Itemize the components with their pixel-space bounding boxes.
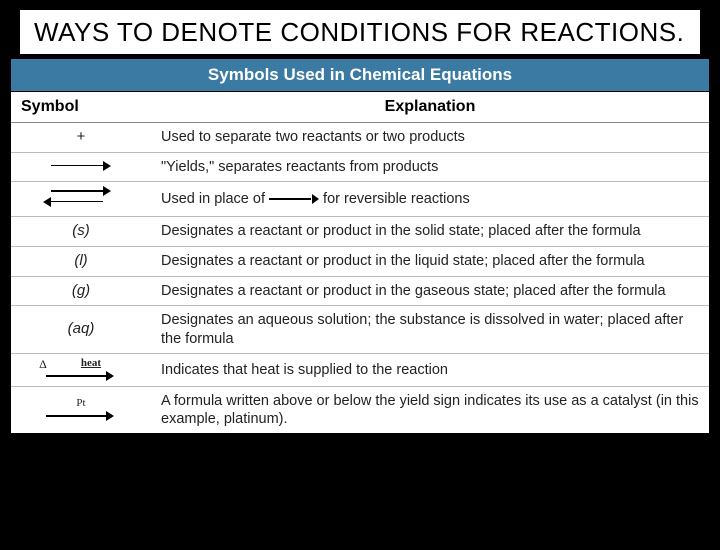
symbol-cell: (s): [11, 217, 151, 247]
table-row: "Yields," separates reactants from produ…: [11, 152, 709, 182]
title-box: WAYS TO DENOTE CONDITIONS FOR REACTIONS.: [20, 10, 700, 54]
table-row: Pt A formula written above or below the y…: [11, 386, 709, 433]
explanation-text: A formula written above or below the yie…: [161, 393, 699, 427]
explanation-cell: Used to separate two reactants or two pr…: [151, 122, 709, 152]
symbol-cell: [11, 182, 151, 217]
heat-label: heat: [66, 357, 116, 371]
table-row: (s) Designates a reactant or product in t…: [11, 217, 709, 247]
header-explanation: Explanation: [151, 92, 709, 123]
symbol-cell: (aq): [11, 306, 151, 353]
explanation-text: Designates a reactant or product in the …: [161, 253, 645, 269]
table-row: + Used to separate two reactants or two p…: [11, 122, 709, 152]
symbol-text: (g): [72, 282, 90, 299]
explanation-text: Designates an aqueous solution; the subs…: [161, 312, 683, 346]
explanation-text: Designates a reactant or product in the …: [161, 223, 641, 239]
symbol-text: (l): [74, 252, 87, 269]
symbol-text: (s): [72, 222, 90, 239]
delta-label: Δ: [28, 357, 58, 372]
slide-title: WAYS TO DENOTE CONDITIONS FOR REACTIONS.: [34, 18, 686, 48]
catalyst-label: Pt: [46, 397, 116, 411]
symbol-cell: +: [11, 122, 151, 152]
explanation-text: Indicates that heat is supplied to the r…: [161, 362, 448, 378]
table-banner: Symbols Used in Chemical Equations: [11, 59, 709, 92]
symbol-cell: Pt: [11, 386, 151, 433]
table-row: Used in place of for reversible reaction…: [11, 182, 709, 217]
symbol-text: (aq): [68, 320, 95, 337]
symbol-cell: (g): [11, 276, 151, 306]
explanation-cell: Designates an aqueous solution; the subs…: [151, 306, 709, 353]
symbol-cell: (l): [11, 246, 151, 276]
table-container: Symbols Used in Chemical Equations Symbo…: [10, 58, 710, 434]
yields-arrow-icon: [51, 161, 111, 171]
table-header-row: Symbol Explanation: [11, 92, 709, 123]
symbol-cell: [11, 152, 151, 182]
explanation-text: "Yields," separates reactants from produ…: [161, 159, 438, 175]
explanation-cell: Indicates that heat is supplied to the r…: [151, 353, 709, 386]
explanation-cell: Used in place of for reversible reaction…: [151, 182, 709, 217]
table-row: (g) Designates a reactant or product in t…: [11, 276, 709, 306]
explanation-cell: Designates a reactant or product in the …: [151, 246, 709, 276]
table-row: (aq) Designates an aqueous solution; the …: [11, 306, 709, 353]
explanation-cell: A formula written above or below the yie…: [151, 386, 709, 433]
heat-arrow-icon: Δheat: [46, 359, 116, 381]
symbol-cell: Δheat: [11, 353, 151, 386]
symbols-table: Symbol Explanation + Used to separate two…: [11, 92, 709, 433]
inline-arrow-icon: [269, 194, 319, 204]
header-symbol: Symbol: [11, 92, 151, 123]
table-row: (l) Designates a reactant or product in t…: [11, 246, 709, 276]
explanation-text: Used in place of: [161, 191, 269, 207]
explanation-text: Designates a reactant or product in the …: [161, 283, 666, 299]
catalyst-arrow-icon: Pt: [46, 399, 116, 421]
explanation-text: Used to separate two reactants or two pr…: [161, 129, 465, 145]
explanation-cell: Designates a reactant or product in the …: [151, 276, 709, 306]
table-row: Δheat Indicates that heat is supplied to …: [11, 353, 709, 386]
slide: WAYS TO DENOTE CONDITIONS FOR REACTIONS.…: [0, 10, 720, 550]
reversible-arrow-icon: [51, 187, 111, 205]
explanation-cell: Designates a reactant or product in the …: [151, 217, 709, 247]
explanation-cell: "Yields," separates reactants from produ…: [151, 152, 709, 182]
explanation-text-post: for reversible reactions: [319, 191, 470, 207]
